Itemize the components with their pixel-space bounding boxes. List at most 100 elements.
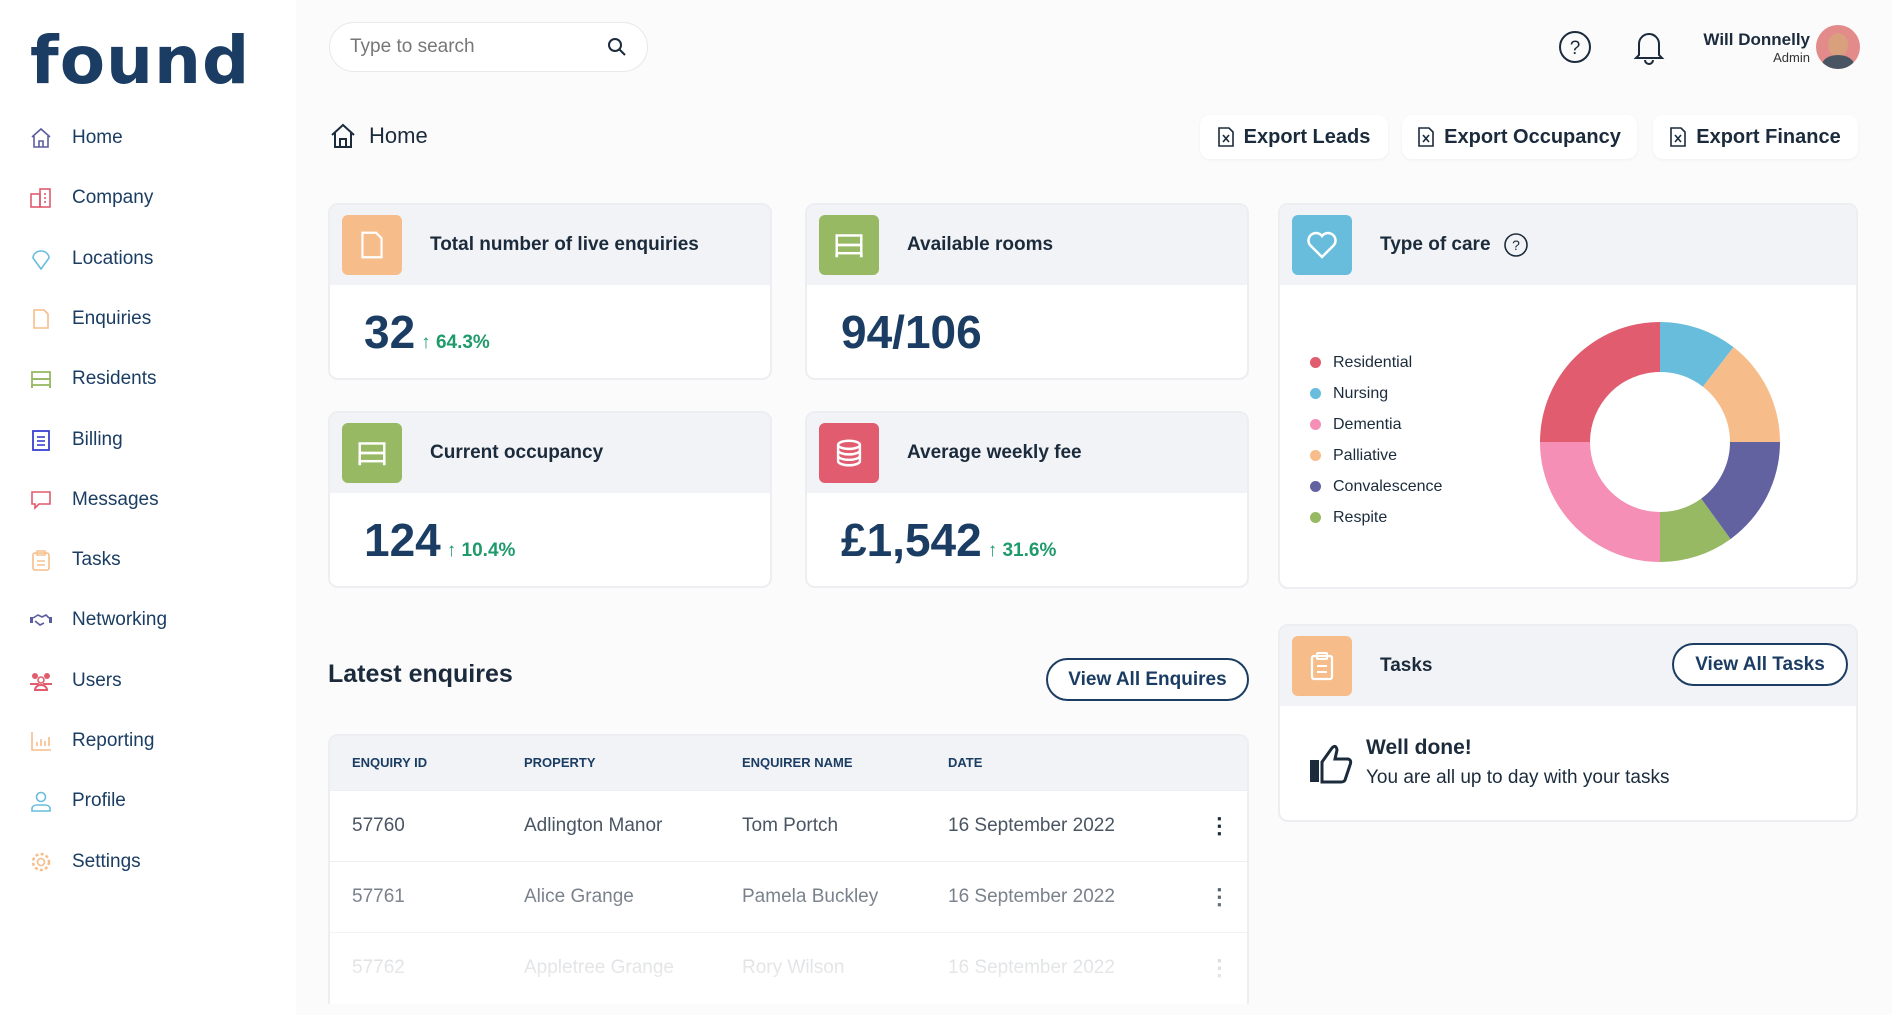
building-icon <box>30 188 51 209</box>
legend-label: Convalescence <box>1333 477 1443 495</box>
table-cell: 16 September 2022 <box>926 789 1187 861</box>
chart-legend: Residential Nursing Dementia Palliative Conv… <box>1310 347 1442 533</box>
stat-delta-value: 10.4% <box>461 540 516 561</box>
sidebar-item-networking[interactable]: Networking <box>30 609 167 631</box>
stat-delta: ↑ 31.6% <box>988 540 1057 562</box>
location-pin-icon <box>32 249 50 270</box>
stat-delta-value: 31.6% <box>1002 540 1057 561</box>
clipboard-icon <box>32 550 50 571</box>
sidebar-item-messages[interactable]: Messages <box>30 489 159 511</box>
found-logo[interactable]: found <box>30 22 251 99</box>
sidebar-item-users[interactable]: Users <box>30 670 122 692</box>
export-button-1[interactable]: Export Occupancy <box>1402 115 1637 159</box>
bed-icon <box>31 371 51 389</box>
legend-dot <box>1310 512 1321 523</box>
bed-icon <box>835 234 863 258</box>
sidebar-item-locations[interactable]: Locations <box>30 248 153 270</box>
help-icon[interactable]: ? <box>1558 30 1592 64</box>
legend-item: Respite <box>1310 502 1442 533</box>
stat-delta: ↑ 64.3% <box>421 332 490 354</box>
care-icon-box <box>1292 215 1352 275</box>
sidebar-item-company[interactable]: Company <box>30 187 153 209</box>
svg-text:?: ? <box>1570 38 1581 59</box>
sidebar-item-residents[interactable]: Residents <box>30 368 157 390</box>
bell-icon[interactable] <box>1633 29 1665 65</box>
document-icon <box>361 231 383 259</box>
export-label: Export Leads <box>1243 125 1371 148</box>
export-button-0[interactable]: Export Leads <box>1200 115 1388 159</box>
stat-card-3: Average weekly fee £1,542 ↑ 31.6% <box>805 411 1249 588</box>
stat-value: 32 <box>364 306 416 358</box>
view-all-enquires-button[interactable]: View All Enquires <box>1046 658 1249 701</box>
donut-slice-dementia <box>1540 442 1660 562</box>
stat-delta-value: 64.3% <box>435 332 490 353</box>
donut-slice-respite <box>1660 498 1731 562</box>
arrow-up-icon: ↑ <box>987 540 998 561</box>
donut-slice-palliative <box>1702 347 1780 442</box>
legend-dot <box>1310 419 1321 430</box>
sidebar-item-label: Settings <box>72 850 141 872</box>
user-role: Admin <box>1773 50 1810 65</box>
sidebar-item-label: Messages <box>72 488 159 510</box>
column-header[interactable]: ENQUIRY ID <box>330 736 502 790</box>
sidebar-item-label: Networking <box>72 609 168 631</box>
stat-title: Available rooms <box>907 234 1054 255</box>
sidebar-item-label: Company <box>72 187 154 209</box>
sidebar-item-settings[interactable]: Settings <box>30 851 141 873</box>
sidebar-item-label: Billing <box>72 428 123 450</box>
stat-title: Current occupancy <box>430 442 604 463</box>
search-box[interactable] <box>329 22 648 72</box>
receipt-icon <box>32 429 50 451</box>
home-icon[interactable] <box>329 122 357 150</box>
legend-dot <box>1310 388 1321 399</box>
tasks-card: Tasks View All Tasks Well done! You are … <box>1278 624 1858 822</box>
care-donut-chart <box>1540 322 1780 562</box>
gear-icon <box>31 852 51 871</box>
legend-item: Palliative <box>1310 440 1442 471</box>
stat-value: £1,542 <box>841 514 982 566</box>
sidebar-item-profile[interactable]: Profile <box>30 790 126 813</box>
avatar[interactable] <box>1816 25 1860 69</box>
export-label: Export Finance <box>1696 125 1841 148</box>
sidebar-item-label: Tasks <box>72 549 121 571</box>
sidebar-item-reporting[interactable]: Reporting <box>30 730 154 752</box>
stat-value: 94/106 <box>841 306 982 358</box>
column-header[interactable]: ENQUIRER NAME <box>720 736 926 790</box>
latest-enquires-title: Latest enquires <box>328 660 513 688</box>
arrow-up-icon: ↑ <box>446 540 457 561</box>
legend-item: Dementia <box>1310 409 1442 440</box>
excel-file-icon <box>1670 127 1687 147</box>
donut-slice-nursing <box>1660 322 1734 387</box>
user-info[interactable]: Will Donnelly Admin <box>1703 30 1810 65</box>
more-options-icon[interactable]: ⋮ <box>1186 789 1247 861</box>
chat-icon <box>31 490 51 510</box>
stat-card-2: Current occupancy 124 ↑ 10.4% <box>328 411 772 588</box>
stat-icon-box <box>342 215 402 275</box>
search-icon[interactable] <box>607 37 627 57</box>
users-icon <box>30 672 52 691</box>
sidebar-item-home[interactable]: Home <box>30 127 123 149</box>
column-header[interactable]: DATE <box>926 736 1187 790</box>
home-icon <box>31 127 51 148</box>
user-icon <box>31 791 51 813</box>
legend-label: Dementia <box>1333 415 1402 433</box>
stat-icon-box <box>342 423 402 483</box>
search-input[interactable] <box>350 36 590 58</box>
column-header[interactable]: PROPERTY <box>502 736 720 790</box>
sidebar-item-label: Users <box>72 669 122 691</box>
stat-value: 124 <box>364 514 441 566</box>
sidebar-item-enquiries[interactable]: Enquiries <box>30 308 151 330</box>
sidebar-item-tasks[interactable]: Tasks <box>30 549 121 571</box>
table-cell: 57760 <box>330 789 502 861</box>
view-all-tasks-button[interactable]: View All Tasks <box>1672 643 1848 686</box>
tasks-icon-box <box>1292 636 1352 696</box>
table-row[interactable]: 57760 Adlington Manor Tom Portch 16 Septemb… <box>330 789 1247 861</box>
help-icon[interactable]: ? <box>1503 232 1529 258</box>
sidebar-item-label: Reporting <box>72 730 155 751</box>
legend-dot <box>1310 357 1321 368</box>
sidebar-item-label: Locations <box>72 247 154 269</box>
export-button-2[interactable]: Export Finance <box>1653 115 1858 159</box>
table-cell: Adlington Manor <box>502 789 720 861</box>
sidebar-item-billing[interactable]: Billing <box>30 429 123 451</box>
breadcrumb-home[interactable]: Home <box>369 123 428 148</box>
